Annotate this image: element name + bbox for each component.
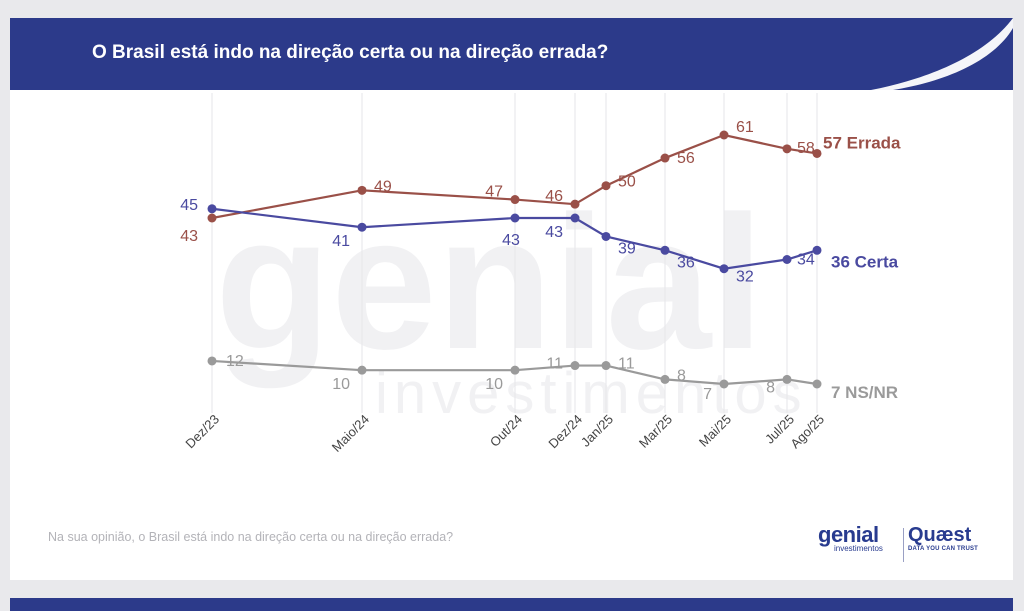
point-certa-0: [207, 204, 217, 214]
data-label-errada-1: 49: [374, 178, 392, 195]
data-label-nsnr-0: 12: [226, 353, 244, 370]
point-nsnr-2: [510, 365, 520, 375]
data-label-errada-3: 46: [545, 188, 563, 205]
quaest-logo: Quæst DATA YOU CAN TRUST: [908, 524, 988, 568]
data-label-certa-1: 41: [332, 233, 350, 250]
point-certa-1: [357, 222, 367, 232]
point-nsnr-5: [660, 374, 670, 384]
genial-logo-word: genial: [818, 522, 879, 547]
quaest-logo-tag: DATA YOU CAN TRUST: [908, 546, 979, 552]
data-label-nsnr-6: 7: [703, 386, 712, 403]
data-label-certa-5: 36: [677, 254, 695, 271]
data-labels: 43 49 47 46 50 56 61 58 57 Errada 45 41 43 43 39 36 32 3…: [180, 119, 901, 403]
data-label-certa-6: 32: [736, 269, 754, 286]
next-slide-banner: [10, 598, 1013, 611]
data-label-errada-6: 61: [736, 119, 754, 136]
point-errada-1: [357, 185, 367, 195]
x-tick-label-0: Dez/23: [182, 412, 222, 452]
point-nsnr-6: [719, 379, 729, 389]
point-nsnr-0: [207, 356, 217, 366]
survey-question: Na sua opinião, o Brasil está indo na di…: [48, 530, 454, 544]
data-label-errada-0: 43: [180, 228, 198, 245]
banner-swoosh: [871, 18, 1013, 90]
point-nsnr-3: [570, 361, 580, 371]
watermark-sub: investimentos: [375, 361, 808, 426]
point-nsnr-7: [782, 374, 792, 384]
data-label-nsnr-3: 11: [546, 356, 563, 373]
point-certa-5: [660, 245, 670, 255]
data-label-certa-2: 43: [502, 232, 520, 249]
series: [207, 130, 822, 389]
data-label-nsnr-5: 8: [677, 367, 686, 384]
data-label-nsnr-7: 8: [766, 379, 775, 396]
point-errada-3: [570, 199, 580, 209]
end-label-nsnr: 7 NS/NR: [831, 383, 898, 402]
point-certa-4: [601, 231, 611, 241]
point-errada-4: [601, 181, 611, 191]
quaest-logo-word: Quæst: [908, 524, 972, 546]
chart-card: O Brasil está indo na direção certa ou n…: [10, 18, 1013, 580]
point-errada-5: [660, 153, 670, 163]
data-label-errada-4: 50: [618, 174, 636, 191]
point-errada-6: [719, 130, 729, 140]
point-certa-6: [719, 264, 729, 274]
end-label-certa: 36 Certa: [831, 252, 899, 271]
logo-divider: [903, 528, 904, 562]
chart-title: O Brasil está indo na direção certa ou n…: [92, 42, 609, 63]
end-label-errada: 57 Errada: [823, 133, 901, 152]
genial-logo-sub: investimentos: [834, 544, 883, 553]
point-nsnr-1: [357, 365, 367, 375]
data-label-errada-7: 58: [797, 140, 815, 157]
data-label-nsnr-4: 11: [618, 356, 635, 373]
data-label-nsnr-2: 10: [485, 376, 503, 393]
data-label-errada-5: 56: [677, 150, 695, 167]
x-tick-label-1: Maio/24: [329, 412, 372, 455]
data-label-certa-7: 34: [797, 252, 815, 269]
point-certa-2: [510, 213, 520, 223]
point-nsnr-4: [601, 361, 611, 371]
data-label-errada-2: 47: [485, 184, 503, 201]
point-certa-3: [570, 213, 580, 223]
point-errada-7: [782, 144, 792, 154]
genial-logo: genial investimentos: [818, 523, 903, 567]
point-certa-8: [812, 245, 822, 255]
data-label-certa-4: 39: [618, 240, 636, 257]
watermark-word: genial: [215, 177, 764, 389]
data-label-nsnr-1: 10: [332, 376, 350, 393]
point-nsnr-8: [812, 379, 822, 389]
point-errada-0: [207, 213, 217, 223]
data-label-certa-3: 43: [545, 224, 563, 241]
title-banner: O Brasil está indo na direção certa ou n…: [10, 18, 1013, 90]
point-errada-2: [510, 195, 520, 205]
point-errada-8: [812, 148, 822, 158]
data-label-certa-0: 45: [180, 197, 198, 214]
point-certa-7: [782, 255, 792, 264]
